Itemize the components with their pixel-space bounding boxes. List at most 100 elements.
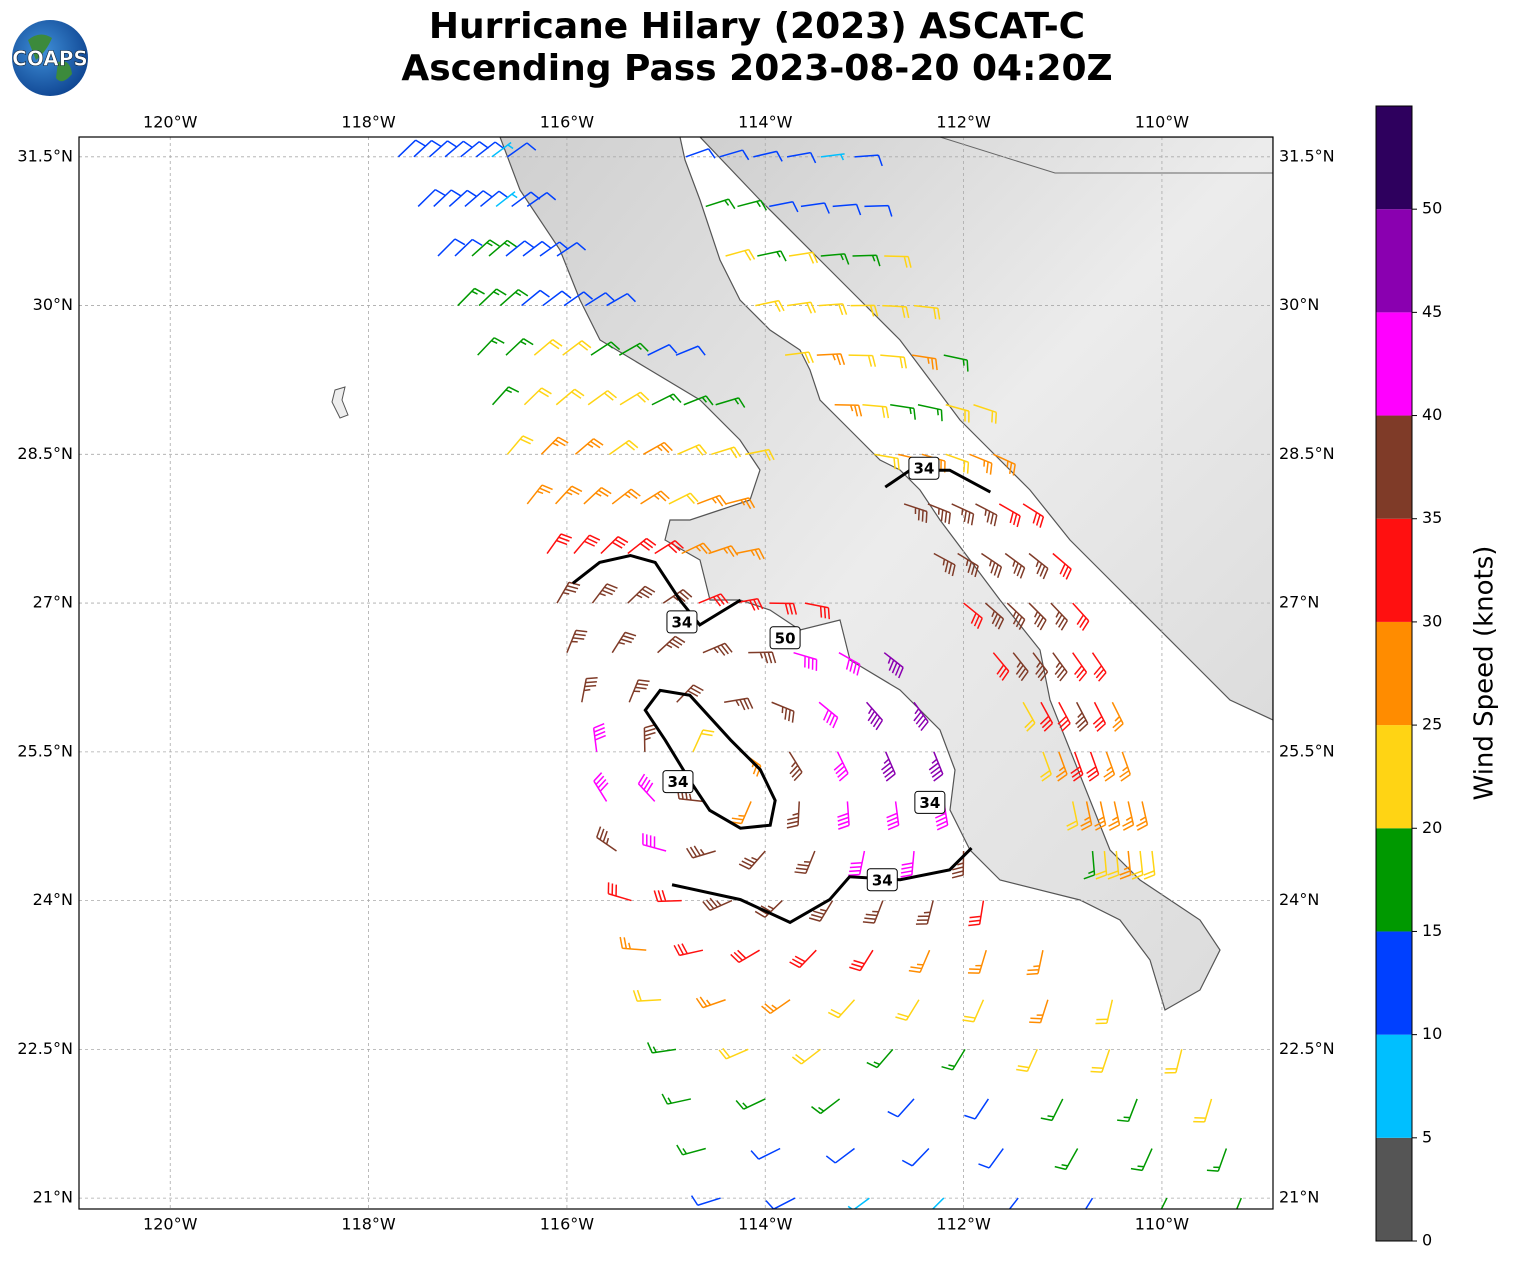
wind-barb xyxy=(848,850,866,877)
barb-staff xyxy=(477,337,505,356)
barb-staff xyxy=(646,1042,677,1054)
wind-barb xyxy=(708,545,739,558)
wind-barb xyxy=(600,536,629,555)
wind-barb xyxy=(556,242,587,257)
barb-staff xyxy=(825,1147,855,1164)
wind-barb xyxy=(690,1195,721,1206)
barb-staff xyxy=(975,503,998,527)
wind-barb xyxy=(460,141,489,158)
barb-staff xyxy=(583,486,612,505)
barb-staff xyxy=(1029,999,1049,1024)
wind-barb xyxy=(935,801,949,831)
wind-barb xyxy=(428,140,458,158)
barb-staff xyxy=(654,540,684,555)
wind-barb xyxy=(651,393,682,406)
wind-barb xyxy=(757,250,787,262)
barb-staff xyxy=(794,850,816,875)
contour-label: 50 xyxy=(775,629,796,647)
barb-staff xyxy=(627,537,657,555)
contour-label-box xyxy=(662,770,694,794)
colorbar-label: Wind Speed (knots) xyxy=(1470,546,1500,801)
wind-barb xyxy=(862,900,884,924)
barb-staff xyxy=(592,722,606,752)
barb-staff xyxy=(993,453,1016,476)
barb-staff xyxy=(852,254,881,267)
wind-barb xyxy=(943,354,969,372)
wind-barb xyxy=(811,1098,841,1115)
barb-staff xyxy=(685,148,716,159)
wind-barb xyxy=(1004,552,1026,579)
barb-staff xyxy=(730,949,760,964)
wind-barb xyxy=(478,288,507,307)
wind-barb xyxy=(718,1047,749,1060)
lon-tick-label: 116°W xyxy=(540,113,595,132)
colorbar-segment xyxy=(1376,312,1412,416)
wind-barb xyxy=(1095,850,1108,880)
wind-barb xyxy=(748,651,777,664)
wind-barb xyxy=(850,304,879,317)
barb-staff xyxy=(526,484,553,505)
barb-staff xyxy=(964,1098,990,1120)
barb-staff xyxy=(908,949,931,973)
wind-barb xyxy=(654,540,684,555)
wind-barb xyxy=(1055,751,1068,782)
wind-barb xyxy=(1054,1148,1079,1171)
barb-staff xyxy=(683,395,714,406)
wind-barb xyxy=(834,404,863,417)
barb-staff xyxy=(413,139,442,158)
barb-staff xyxy=(1040,1098,1064,1122)
colorbar-segment xyxy=(1376,621,1412,726)
logo-land xyxy=(28,34,72,82)
barb-staff xyxy=(600,536,629,555)
wind-barb xyxy=(737,199,768,211)
wind-barb xyxy=(784,351,814,364)
barb-staff xyxy=(619,936,647,951)
barb-staff xyxy=(753,150,783,162)
lon-tick-label: 118°W xyxy=(341,1215,396,1234)
colorbar-segment xyxy=(1376,1137,1412,1241)
barb-staff xyxy=(882,304,910,319)
wind-barb xyxy=(505,338,534,356)
barb-staff xyxy=(788,251,819,264)
wind-barb xyxy=(477,337,505,356)
wind-barb xyxy=(886,801,900,831)
barb-staff xyxy=(935,801,949,831)
wind-barb xyxy=(915,900,934,925)
barb-staff xyxy=(725,497,756,510)
contour-label: 34 xyxy=(872,871,893,889)
wind-barb xyxy=(750,1147,781,1160)
wind-barb xyxy=(1080,801,1093,831)
lat-tick-label: 21°N xyxy=(33,1188,73,1207)
colorbar-tick-label: 10 xyxy=(1422,1024,1442,1043)
wind-barb xyxy=(555,485,583,505)
barb-staff xyxy=(491,386,520,406)
barb-staff xyxy=(1050,602,1068,631)
barb-staff xyxy=(593,772,609,802)
barb-staff xyxy=(562,340,592,356)
wind-barb xyxy=(848,354,877,367)
barb-staff xyxy=(854,154,883,167)
border xyxy=(939,137,1273,174)
barb-staff xyxy=(618,342,649,356)
wind-barb xyxy=(951,503,975,526)
barb-staff xyxy=(1131,850,1144,880)
wind-barb xyxy=(911,354,938,371)
wind-barb xyxy=(975,503,998,527)
wind-barb xyxy=(862,404,890,419)
wind-barb xyxy=(1092,701,1107,732)
barb-staff xyxy=(850,304,879,317)
wind-barb xyxy=(454,238,483,257)
barb-staff xyxy=(933,552,956,577)
barb-staff xyxy=(607,882,632,902)
wind-barb xyxy=(789,949,817,969)
barb-staff xyxy=(1022,503,1045,528)
barb-staff xyxy=(460,141,489,158)
title-line: Ascending Pass 2023-08-20 04:20Z xyxy=(401,48,1112,89)
wind-barb xyxy=(1084,1197,1094,1209)
wind-barb xyxy=(724,697,754,711)
wind-barb xyxy=(606,292,637,307)
wind-barb xyxy=(590,341,621,356)
barb-staff xyxy=(924,1197,945,1209)
wind-barb xyxy=(686,845,716,859)
wind-barb xyxy=(1164,1049,1183,1074)
